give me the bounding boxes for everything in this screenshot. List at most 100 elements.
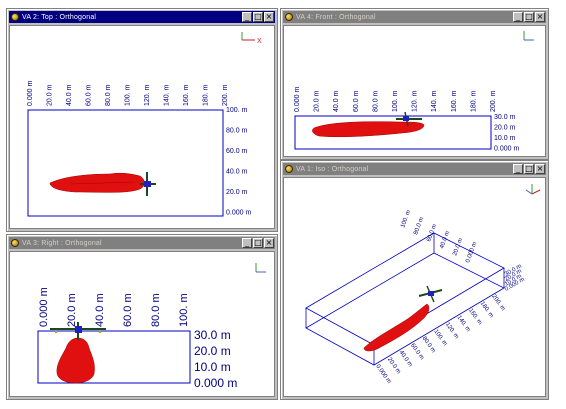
close-button[interactable]: × bbox=[535, 164, 545, 174]
plume-shape bbox=[56, 337, 95, 384]
right-view-title: VA 3: Right : Orthogonal bbox=[22, 239, 102, 247]
x-tick-label: 0.000 m bbox=[38, 287, 50, 327]
iso-tick-label: 100. m bbox=[400, 209, 412, 228]
iso-tick-label: 100. m bbox=[432, 329, 447, 347]
x-tick-label: 100. m bbox=[392, 90, 399, 112]
iso-view-titlebar[interactable]: VA 1: Iso : Orthogonal _ □ × bbox=[283, 163, 546, 175]
x-tick-label: 180. m bbox=[203, 84, 210, 106]
x-tick-label: 140. m bbox=[431, 90, 438, 112]
plume-shape bbox=[49, 172, 145, 193]
front-view-window[interactable]: VA 4: Front : Orthogonal _ □ × 0.000 m 20… bbox=[280, 8, 549, 160]
iso-view-viewport[interactable]: 100. m 80.0 m 60.0 m 40.0 m 20.0 m 0.000 m 30… bbox=[283, 177, 546, 397]
front-view-titlebar[interactable]: VA 4: Front : Orthogonal _ □ × bbox=[283, 11, 546, 23]
x-tick-label: 40.0 m bbox=[66, 84, 73, 106]
aircraft-icon bbox=[140, 172, 156, 196]
close-button[interactable]: × bbox=[535, 12, 545, 22]
iso-right-tick-labels: 30.0 m20.0 m10.0 m0.000 m bbox=[504, 263, 526, 292]
x-tick-label: 20.0 m bbox=[314, 90, 321, 112]
x-tick-label: 100. m bbox=[125, 84, 132, 106]
minimize-button[interactable]: _ bbox=[242, 12, 252, 22]
x-tick-label: 80.0 m bbox=[372, 90, 379, 112]
axes-indicator-icon: X bbox=[241, 32, 262, 45]
y-tick-label: 30.0 m bbox=[494, 114, 516, 121]
x-tick-label: 140. m bbox=[164, 84, 171, 106]
top-x-tick-labels: 0.000 m 20.0 m 40.0 m 60.0 m 80.0 m 100. m 120… bbox=[27, 81, 229, 106]
y-tick-label: 20.0 m bbox=[494, 125, 516, 132]
iso-tick-label: 0.000 m bbox=[374, 364, 391, 385]
axes-x-label: X bbox=[257, 38, 262, 45]
x-tick-label: 60.0 m bbox=[122, 293, 134, 327]
iso-view-window[interactable]: VA 1: Iso : Orthogonal _ □ × 100. m 80.0 bbox=[280, 160, 549, 400]
iso-tick-label: 20.0 m bbox=[386, 357, 401, 375]
viewport-app-icon bbox=[285, 13, 293, 21]
x-tick-label: 20.0 m bbox=[66, 293, 78, 327]
iso-tick-label: 60.0 m bbox=[409, 343, 424, 361]
x-tick-label: 0.000 m bbox=[294, 87, 301, 112]
x-tick-label: 180. m bbox=[470, 90, 477, 112]
iso-tick-label: 40.0 m bbox=[439, 230, 451, 249]
iso-tick-label: 200. m bbox=[490, 294, 505, 312]
maximize-button[interactable]: □ bbox=[524, 12, 534, 22]
y-tick-label: 40.0 m bbox=[226, 169, 248, 176]
iso-tick-label: 40.0 m bbox=[398, 350, 413, 368]
x-tick-label: 40.0 m bbox=[94, 293, 106, 327]
iso-tick-label: 20.0 m bbox=[452, 237, 464, 256]
front-view-viewport[interactable]: 0.000 m 20.0 m 40.0 m 60.0 m 80.0 m 100. m 120… bbox=[283, 25, 546, 157]
top-y-tick-labels: 100. m 80.0 m 60.0 m 40.0 m 20.0 m 0.000 m bbox=[226, 107, 251, 217]
right-view-titlebar[interactable]: VA 3: Right : Orthogonal _ □ × bbox=[9, 237, 275, 249]
right-view-window[interactable]: VA 3: Right : Orthogonal _ □ × 0.000 m 20… bbox=[6, 234, 278, 400]
viewport-app-icon bbox=[285, 165, 293, 173]
maximize-button[interactable]: □ bbox=[524, 164, 534, 174]
x-tick-label: 160. m bbox=[183, 84, 190, 106]
viewport-app-icon bbox=[11, 239, 19, 247]
x-tick-label: 200. m bbox=[222, 84, 229, 106]
minimize-button[interactable]: _ bbox=[513, 12, 523, 22]
top-view-viewport[interactable]: X 0.000 m 20.0 m 40.0 m 60.0 m 80.0 m 100. m 1… bbox=[9, 25, 275, 229]
plume-shape bbox=[363, 303, 430, 352]
iso-view-title: VA 1: Iso : Orthogonal bbox=[296, 165, 369, 173]
viewport-app-icon bbox=[11, 13, 19, 21]
close-button[interactable]: × bbox=[264, 238, 274, 248]
axes-indicator-icon bbox=[523, 31, 534, 41]
top-view-window[interactable]: VA 2: Top : Orthogonal _ □ × X 0.000 m 20… bbox=[6, 8, 278, 232]
iso-tick-label: 80.0 m bbox=[421, 336, 436, 354]
front-view-bounds-frame bbox=[294, 115, 492, 150]
x-tick-label: 40.0 m bbox=[333, 90, 340, 112]
x-tick-label: 120. m bbox=[412, 90, 419, 112]
y-tick-label: 0.000 m bbox=[194, 376, 237, 390]
iso-tick-label: 60.0 m bbox=[426, 223, 438, 242]
right-view-viewport[interactable]: 0.000 m 20.0 m 40.0 m 60.0 m 80.0 m 100. m 30… bbox=[9, 251, 275, 397]
x-tick-label: 80.0 m bbox=[105, 84, 112, 106]
front-view-title: VA 4: Front : Orthogonal bbox=[296, 13, 376, 21]
x-tick-label: 20.0 m bbox=[47, 84, 54, 106]
front-y-tick-labels: 30.0 m 20.0 m 10.0 m 0.000 m bbox=[494, 114, 519, 153]
x-tick-label: 60.0 m bbox=[353, 90, 360, 112]
y-tick-label: 20.0 m bbox=[226, 189, 248, 196]
right-view-bounds-frame bbox=[37, 330, 191, 384]
aircraft-icon bbox=[396, 111, 422, 127]
top-view-titlebar[interactable]: VA 2: Top : Orthogonal _ □ × bbox=[9, 11, 275, 23]
x-tick-label: 160. m bbox=[451, 90, 458, 112]
right-y-tick-labels: 30.0 m 20.0 m 10.0 m 0.000 m bbox=[194, 328, 237, 390]
maximize-button[interactable]: □ bbox=[253, 238, 263, 248]
close-button[interactable]: × bbox=[264, 12, 274, 22]
x-tick-label: 120. m bbox=[144, 84, 151, 106]
iso-bounds-box bbox=[305, 232, 505, 366]
iso-tick-label: 0.000 m bbox=[465, 241, 478, 263]
aircraft-icon bbox=[418, 285, 443, 303]
minimize-button[interactable]: _ bbox=[242, 238, 252, 248]
maximize-button[interactable]: □ bbox=[253, 12, 263, 22]
y-tick-label: 20.0 m bbox=[194, 344, 231, 358]
y-tick-label: 60.0 m bbox=[226, 148, 248, 155]
top-view-title: VA 2: Top : Orthogonal bbox=[22, 13, 97, 21]
x-tick-label: 100. m bbox=[178, 293, 190, 327]
x-tick-label: 60.0 m bbox=[86, 84, 93, 106]
right-x-tick-labels: 0.000 m 20.0 m 40.0 m 60.0 m 80.0 m 100. m bbox=[38, 287, 190, 327]
axes-indicator-icon bbox=[525, 184, 541, 195]
iso-tick-label: 140. m bbox=[456, 315, 471, 333]
y-tick-label: 0.000 m bbox=[494, 146, 519, 153]
minimize-button[interactable]: _ bbox=[513, 164, 523, 174]
iso-tick-label: 180. m bbox=[479, 301, 494, 319]
x-tick-label: 0.000 m bbox=[27, 81, 34, 106]
top-view-bounds-frame bbox=[27, 109, 224, 217]
